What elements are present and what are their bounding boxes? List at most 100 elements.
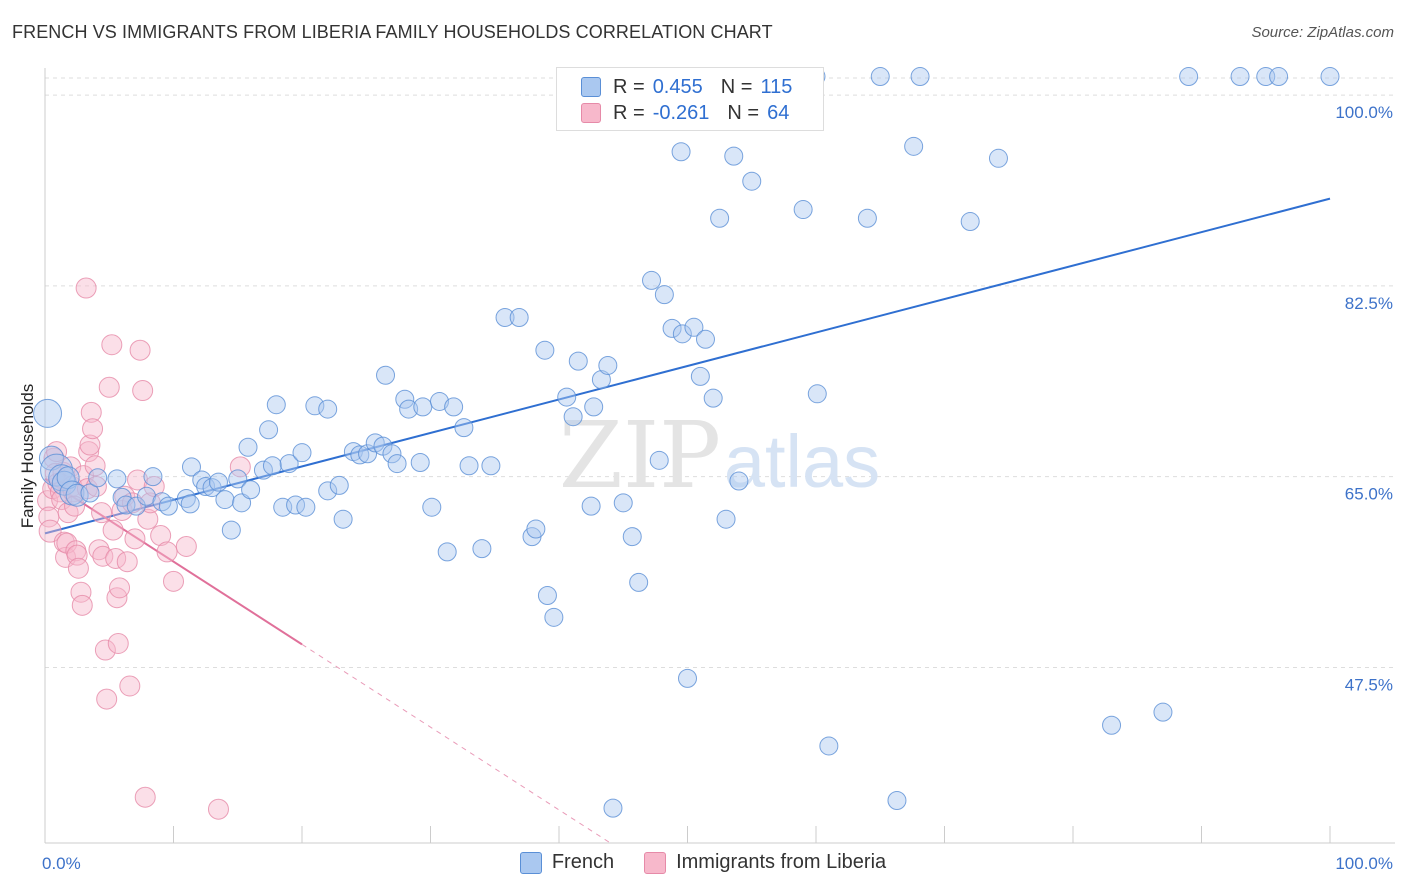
french-point	[228, 469, 248, 489]
french-point	[1179, 67, 1199, 87]
liberia-point	[84, 455, 106, 477]
french-point	[395, 389, 415, 409]
n-value: 64	[767, 101, 790, 124]
french-point	[292, 443, 312, 463]
french-point	[629, 572, 649, 592]
r-label: R =	[613, 101, 645, 124]
french-point	[742, 171, 762, 191]
french-point	[603, 798, 623, 818]
liberia-point	[88, 539, 110, 561]
french-point	[563, 407, 583, 427]
y-axis-label: Family Households	[18, 384, 37, 529]
legend-item-french[interactable]: French	[519, 851, 615, 874]
legend-label-liberia: Immigrants from Liberia	[676, 851, 887, 873]
french-point	[793, 200, 813, 220]
liberia-point	[79, 434, 101, 456]
french-point	[202, 478, 222, 498]
watermark-zip: ZIP	[559, 402, 721, 509]
liberia-swatch	[581, 103, 601, 123]
liberia-points	[37, 277, 251, 820]
liberia-point	[175, 535, 197, 557]
liberia-point	[129, 339, 151, 361]
r-value: -0.261	[652, 101, 710, 124]
french-point	[649, 450, 669, 470]
liberia-point	[163, 570, 184, 592]
french-point	[870, 67, 890, 87]
french-point	[481, 456, 501, 476]
french-point	[253, 460, 273, 480]
french-point	[535, 340, 555, 360]
tick-labels: 47.5% 65.0% 82.5% 100.0% 0.0% 100.0%	[42, 103, 1393, 873]
liberia-point	[119, 675, 141, 697]
liberia-point	[116, 551, 138, 573]
french-point	[690, 366, 710, 386]
french-point	[422, 497, 442, 517]
legend-label-french: French	[551, 851, 615, 873]
french-point	[537, 586, 557, 606]
french-point	[695, 329, 715, 349]
french-point	[557, 387, 577, 407]
french-point	[568, 351, 588, 371]
axes	[44, 68, 1395, 844]
french-point	[454, 418, 474, 438]
french-point	[333, 509, 353, 529]
watermark: ZIP atlas	[559, 402, 880, 509]
liberia-point	[132, 380, 154, 402]
french-point	[509, 307, 529, 327]
french-point	[716, 509, 736, 529]
french-point	[376, 365, 396, 385]
liberia-point	[134, 786, 156, 808]
french-point	[904, 136, 924, 156]
liberia-point	[105, 547, 127, 569]
french-point	[444, 397, 464, 417]
french-point	[181, 457, 201, 477]
french-point	[672, 324, 692, 344]
legend-item-liberia[interactable]: Immigrants from Liberia	[644, 851, 886, 874]
french-point	[65, 483, 89, 507]
french-point	[180, 494, 200, 514]
french-point	[262, 456, 282, 476]
french-point	[241, 480, 261, 500]
liberia-point	[80, 401, 102, 423]
french-point	[591, 370, 611, 390]
liberia-point	[75, 277, 97, 299]
french-point	[196, 476, 216, 496]
r-value: 0.455	[652, 75, 703, 98]
french-point	[642, 270, 662, 290]
french-point	[413, 397, 433, 417]
french-point	[857, 208, 877, 228]
liberia-point	[91, 502, 113, 524]
y-tick-label: 65.0%	[1345, 485, 1393, 504]
liberia-legend-swatch	[644, 851, 667, 874]
french-point	[137, 486, 157, 506]
french-point	[176, 488, 196, 508]
x-tick-label: 100.0%	[1335, 854, 1393, 873]
french-point	[410, 452, 430, 472]
french-point	[662, 318, 682, 338]
french-point	[88, 468, 108, 488]
french-point	[238, 437, 258, 457]
liberia-point	[156, 541, 178, 563]
trend-lines	[44, 197, 1331, 844]
french-point	[387, 454, 407, 474]
liberia-point	[96, 688, 118, 710]
french-point	[305, 396, 325, 416]
r-label: R =	[613, 75, 645, 98]
french-point	[495, 307, 515, 327]
french-point	[472, 539, 492, 559]
french-point	[459, 456, 479, 476]
french-point	[296, 497, 316, 517]
correlation-legend: R = 0.455 N = 115 R = -0.261 N = 64	[556, 67, 824, 131]
n-value: 115	[760, 75, 793, 98]
chart-title: FRENCH VS IMMIGRANTS FROM LIBERIA FAMILY…	[12, 22, 773, 42]
french-point	[215, 490, 235, 510]
french-point	[116, 495, 136, 515]
grid-lines	[45, 77, 1395, 668]
n-label: N =	[720, 75, 753, 98]
french-point	[584, 397, 604, 417]
liberia-point	[150, 525, 172, 547]
french-point	[429, 391, 449, 411]
x-tick-label: 0.0%	[42, 854, 81, 873]
liberia-point	[137, 508, 159, 530]
